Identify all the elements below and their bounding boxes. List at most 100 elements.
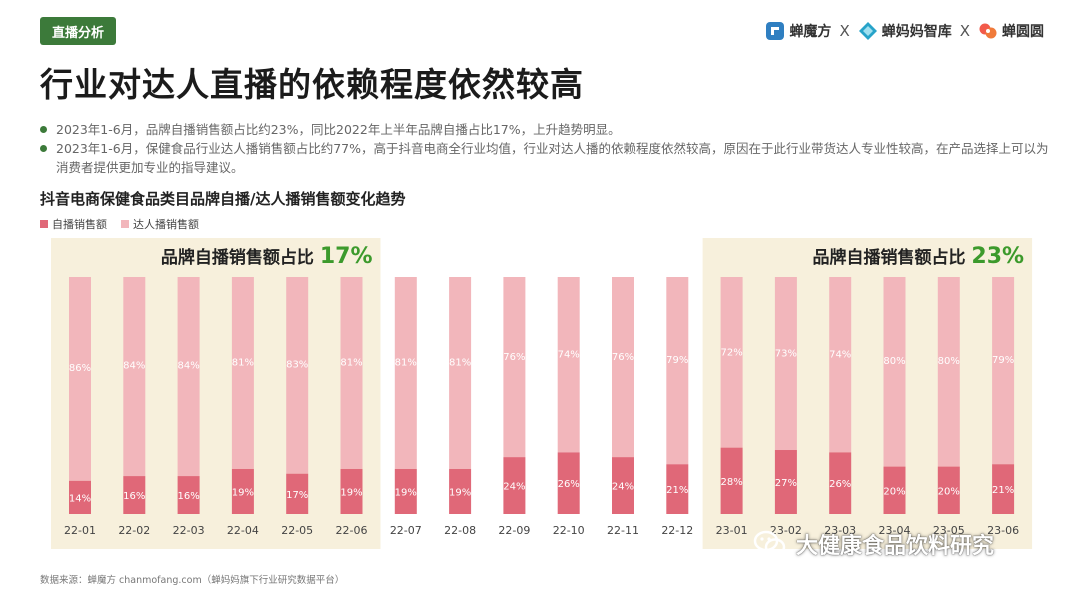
bar-self-23-03	[829, 452, 852, 514]
bar-influencer-22-06	[340, 277, 363, 469]
brand-logos: 蝉魔方 X 蝉妈妈智库 X 蝉圆圆	[765, 18, 1044, 44]
x-tick-label: 22-04	[227, 524, 259, 537]
value-label-influencer: 81%	[395, 357, 417, 368]
bar-influencer-22-12	[666, 277, 689, 465]
bar-self-22-02	[123, 476, 146, 514]
x-tick-label: 23-06	[987, 524, 1019, 537]
highlight-label: 品牌自播销售额占比 23%	[813, 244, 1025, 269]
value-label-influencer: 79%	[992, 355, 1014, 366]
brand-chanmama: 蝉妈妈智库	[858, 21, 952, 41]
chanmofang-logo-icon	[766, 22, 785, 40]
x-tick-label: 22-11	[607, 524, 639, 537]
value-label-influencer: 86%	[69, 363, 91, 374]
x-tick-label: 23-04	[879, 524, 911, 537]
bar-influencer-22-08	[449, 277, 472, 469]
watermark-text: 大健康食品饮料研究	[796, 534, 995, 559]
value-label-self: 26%	[558, 479, 580, 490]
bar-influencer-22-03	[177, 277, 200, 477]
bar-self-22-01	[69, 480, 91, 514]
legend-label: 自播销售额	[52, 218, 107, 231]
bar-self-22-04	[231, 468, 254, 514]
bar-influencer-22-01	[69, 277, 91, 481]
bar-influencer-22-10	[557, 277, 580, 453]
highlight-panel	[51, 238, 381, 549]
bar-influencer-23-01	[720, 277, 743, 448]
chart-legend: 自播销售额 达人播销售额	[40, 216, 199, 232]
data-source-note: 数据来源：蝉魔方 chanmofang.com（蝉妈妈旗下行业研究数据平台）	[40, 575, 345, 586]
x-tick-label: 23-02	[770, 524, 802, 537]
bar-self-23-06	[992, 464, 1015, 514]
bar-self-23-04	[883, 466, 906, 514]
value-label-influencer: 80%	[883, 356, 905, 367]
value-label-self: 24%	[612, 482, 634, 493]
x-tick-label: 22-06	[336, 524, 368, 537]
value-label-self: 20%	[883, 486, 905, 497]
value-label-influencer: 83%	[286, 359, 308, 370]
bar-self-22-12	[666, 464, 689, 514]
legend-item-influencer-broadcast: 达人播销售额	[121, 216, 199, 232]
value-label-self: 16%	[123, 491, 145, 502]
x-tick-label: 22-09	[498, 524, 530, 537]
value-label-influencer: 74%	[829, 350, 851, 361]
bar-influencer-23-03	[829, 277, 852, 453]
brand-name-chanmofang: 蝉魔方	[789, 24, 832, 40]
value-label-self: 14%	[69, 493, 91, 504]
chart-title: 抖音电商保健食品类目品牌自播/达人播销售额变化趋势	[40, 190, 406, 208]
bar-self-22-10	[557, 452, 580, 514]
value-label-self: 19%	[340, 487, 362, 498]
value-label-self: 26%	[829, 479, 851, 490]
x-tick-label: 23-05	[933, 524, 965, 537]
value-label-influencer: 76%	[503, 352, 525, 363]
highlight-panel	[702, 238, 1033, 549]
value-label-influencer: 81%	[449, 357, 471, 368]
brand-separator: X	[839, 22, 850, 40]
bar-self-22-07	[394, 468, 417, 514]
value-label-influencer: 73%	[775, 349, 797, 360]
legend-swatch	[121, 220, 129, 228]
value-label-self: 20%	[938, 486, 960, 497]
bar-influencer-22-05	[286, 277, 309, 474]
brand-chanmofang: 蝉魔方	[765, 21, 831, 41]
legend-item-self-broadcast: 自播销售额	[40, 216, 107, 232]
x-tick-label: 23-03	[824, 524, 856, 537]
bar-influencer-22-11	[612, 277, 634, 458]
bar-influencer-23-06	[992, 277, 1015, 465]
x-tick-label: 22-07	[390, 524, 422, 537]
value-label-self: 19%	[449, 487, 471, 498]
bar-self-23-02	[774, 450, 797, 514]
wechat-icon	[753, 530, 786, 556]
bar-influencer-22-09	[503, 277, 526, 458]
bar-influencer-22-02	[123, 277, 146, 477]
bar-self-23-01	[720, 447, 743, 514]
watermark: 大健康食品饮料研究	[752, 526, 994, 562]
bar-influencer-23-02	[774, 277, 797, 451]
bar-self-22-11	[612, 457, 634, 514]
value-label-influencer: 76%	[612, 352, 634, 363]
bar-influencer-23-05	[937, 277, 960, 467]
legend-label: 达人播销售额	[133, 218, 199, 231]
x-tick-label: 22-10	[553, 524, 585, 537]
x-tick-label: 22-03	[173, 524, 205, 537]
section-tag: 直播分析	[40, 17, 116, 45]
bar-self-22-08	[449, 468, 472, 514]
value-label-self: 27%	[775, 478, 797, 489]
bullet-item: 2023年1-6月，保健食品行业达人播销售额占比约77%，高于抖音电商全行业均值…	[40, 139, 1050, 177]
value-label-influencer: 84%	[123, 361, 145, 372]
value-label-self: 21%	[666, 485, 688, 496]
x-tick-label: 23-01	[716, 524, 748, 537]
brand-separator: X	[959, 22, 970, 40]
value-label-influencer: 74%	[558, 350, 580, 361]
value-label-self: 24%	[503, 482, 525, 493]
brand-name-chanyuanyuan: 蝉圆圆	[1002, 24, 1044, 40]
value-label-influencer: 72%	[720, 347, 742, 358]
value-label-self: 21%	[992, 485, 1014, 496]
chanyuanyuan-logo-icon	[979, 23, 997, 39]
brand-name-chanmama: 蝉妈妈智库	[881, 24, 952, 40]
bullet-list: 2023年1-6月，品牌自播销售额占比约23%，同比2022年上半年品牌自播占比…	[40, 120, 1050, 177]
x-tick-label: 22-08	[444, 524, 476, 537]
bar-self-22-06	[340, 468, 363, 514]
bar-influencer-22-04	[231, 277, 254, 469]
value-label-self: 28%	[720, 477, 742, 488]
value-label-influencer: 79%	[666, 355, 688, 366]
bar-influencer-23-04	[883, 277, 906, 467]
